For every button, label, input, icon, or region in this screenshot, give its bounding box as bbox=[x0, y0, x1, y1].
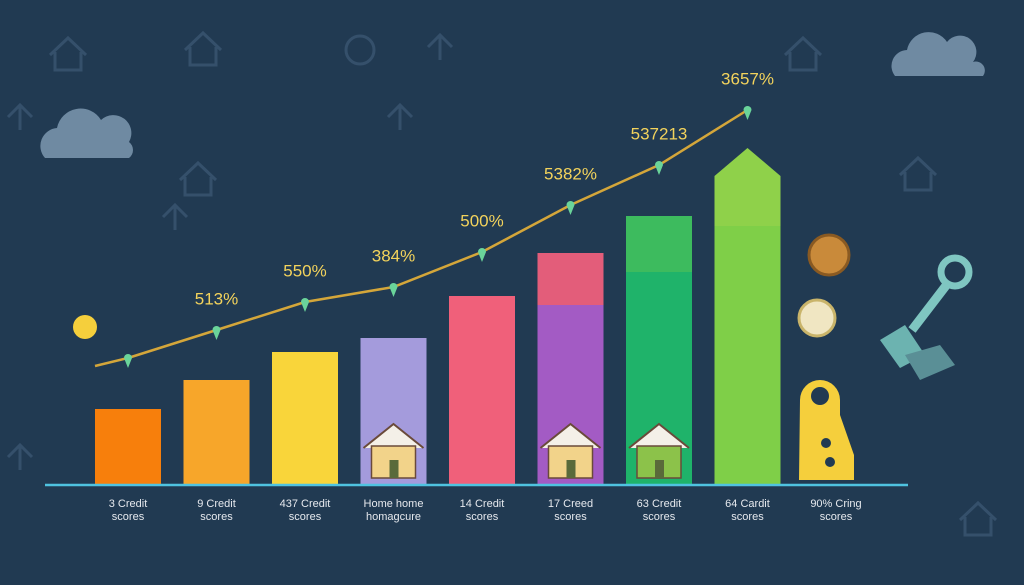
bar-segment bbox=[272, 352, 338, 485]
x-tick-label: 90% Cring bbox=[810, 498, 861, 510]
x-tick-label: scores bbox=[289, 511, 322, 523]
coin bbox=[797, 298, 837, 338]
annotation: 500% bbox=[460, 211, 503, 230]
background-icons bbox=[6, 30, 998, 537]
x-tick-label: 3 Credit bbox=[109, 498, 148, 510]
house-roof bbox=[362, 422, 425, 449]
line-marker bbox=[743, 106, 752, 120]
bar-arrow-segment bbox=[714, 148, 781, 226]
x-tick-label: scores bbox=[731, 511, 764, 523]
annotation: 5382% bbox=[544, 164, 597, 183]
house-door bbox=[566, 460, 576, 478]
house-roof bbox=[539, 422, 602, 449]
x-tick-label: 437 Credit bbox=[280, 498, 331, 510]
line-marker bbox=[478, 248, 486, 262]
x-tick-label: Home home bbox=[364, 498, 424, 510]
trend-line bbox=[127, 108, 749, 360]
x-tick-label: homagcure bbox=[366, 511, 421, 523]
coin bbox=[73, 315, 97, 339]
key-illustration bbox=[799, 254, 973, 480]
house-door bbox=[389, 460, 399, 478]
line-marker bbox=[212, 326, 221, 340]
annotation: 537213 bbox=[631, 124, 688, 143]
annotation: 3657% bbox=[721, 69, 774, 88]
house-roof bbox=[628, 422, 690, 449]
bar-segment bbox=[183, 380, 250, 485]
line-marker bbox=[301, 298, 309, 312]
x-tick-label: scores bbox=[112, 511, 145, 523]
x-tick-label: 17 Creed bbox=[548, 498, 593, 510]
x-tick-label: scores bbox=[643, 511, 676, 523]
x-tick-label: scores bbox=[200, 511, 233, 523]
bar-segment bbox=[626, 216, 692, 272]
line-marker bbox=[389, 283, 398, 297]
line-marker bbox=[124, 354, 132, 368]
line-marker bbox=[566, 201, 575, 215]
coins bbox=[73, 233, 851, 339]
bar-segment bbox=[537, 253, 604, 305]
x-tick-label: 63 Credit bbox=[637, 498, 682, 510]
x-tick-label: 14 Credit bbox=[460, 498, 505, 510]
clouds bbox=[40, 32, 985, 158]
house-door bbox=[655, 460, 664, 478]
bar-segment bbox=[714, 226, 781, 485]
bar-segment bbox=[449, 296, 515, 485]
x-tick-label: scores bbox=[554, 511, 587, 523]
x-tick-label: scores bbox=[820, 511, 853, 523]
x-tick-label: scores bbox=[466, 511, 499, 523]
trend-line-lead bbox=[94, 356, 129, 368]
x-tick-label: 9 Credit bbox=[197, 498, 236, 510]
bar-segment bbox=[95, 409, 161, 485]
coin bbox=[807, 233, 851, 277]
x-tick-label: 64 Cardit bbox=[725, 498, 770, 510]
annotation: 513% bbox=[195, 289, 238, 308]
line-marker bbox=[655, 161, 663, 175]
annotation: 384% bbox=[372, 246, 415, 265]
annotation: 550% bbox=[283, 261, 326, 280]
